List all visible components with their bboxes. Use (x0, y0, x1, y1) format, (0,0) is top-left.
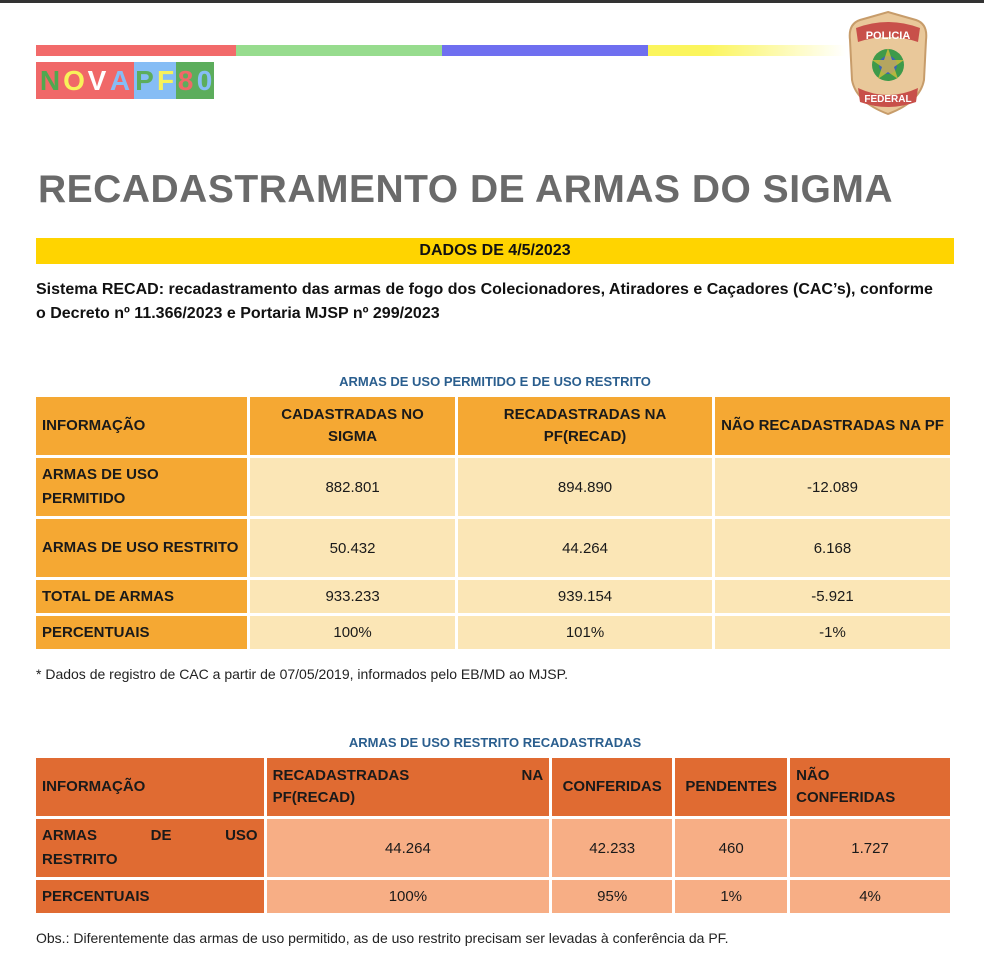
table1-title: ARMAS DE USO PERMITIDO E DE USO RESTRITO (339, 374, 651, 389)
cell-value: -12.089 (714, 458, 950, 516)
svg-text:FEDERAL: FEDERAL (864, 94, 911, 105)
table-row: ARMAS DE USO RESTRITO 44.264 42.233 460 1.… (36, 819, 950, 877)
logo-letter: V (87, 65, 107, 96)
logo-letter: 8 (177, 65, 194, 96)
logo-letter: F (156, 65, 175, 96)
table2-footnote: Obs.: Diferentemente das armas de uso pe… (36, 930, 729, 946)
cell-value: 1.727 (790, 819, 950, 877)
svg-text:POLICIA: POLICIA (866, 30, 911, 42)
cell-value: 4% (790, 880, 950, 913)
policia-federal-badge-icon: POLICIA FEDERAL (848, 10, 928, 116)
row-label: PERCENTUAIS (36, 880, 264, 913)
date-banner: DADOS DE 4/5/2023 (36, 238, 954, 264)
stripe-green (236, 45, 442, 56)
col-header: PENDENTES (675, 758, 788, 816)
table2-title: ARMAS DE USO RESTRITO RECADASTRADAS (348, 735, 642, 750)
col-header: CADASTRADAS NO SIGMA (249, 397, 456, 455)
table-row: ARMAS DE USO PERMITIDO 882.801 894.890 -… (36, 458, 950, 516)
cell-value: 100% (249, 616, 456, 649)
cell-value: 1% (675, 880, 788, 913)
cell-value: 100% (266, 880, 550, 913)
stripe-red (36, 45, 236, 56)
logo-letter: O (63, 65, 85, 96)
table1-footnote: * Dados de registro de CAC a partir de 0… (36, 666, 569, 682)
col-header: INFORMAÇÃO (36, 397, 247, 455)
col-header: NÃO CONFERIDAS (790, 758, 950, 816)
logo-letter: 0 (196, 65, 213, 96)
cell-value: 882.801 (249, 458, 456, 516)
cell-value: 933.233 (249, 580, 456, 613)
table-row: ARMAS DE USO RESTRITO 50.432 44.264 6.16… (36, 519, 950, 577)
logo-letter: P (135, 65, 154, 96)
cell-value: 6.168 (714, 519, 950, 577)
cell-value: -1% (714, 616, 950, 649)
col-header: CONFERIDAS (552, 758, 673, 816)
logo-letter: A (109, 65, 131, 96)
cell-value: 894.890 (458, 458, 712, 516)
table-row: TOTAL DE ARMAS 933.233 939.154 -5.921 (36, 580, 950, 613)
stripe-yellow (648, 45, 846, 56)
cell-value: 101% (458, 616, 712, 649)
col-header: RECADASTRADAS NA PF(RECAD) (458, 397, 712, 455)
row-label: ARMAS DE USO RESTRITO (36, 519, 247, 577)
col-header: NÃO RECADASTRADAS NA PF (714, 397, 950, 455)
table-header-row: INFORMAÇÃO CADASTRADAS NO SIGMA RECADAST… (36, 397, 950, 455)
row-label: ARMAS DE USO PERMITIDO (36, 458, 247, 516)
row-label: PERCENTUAIS (36, 616, 247, 649)
col-header: RECADASTRADAS NA PF(RECAD) (266, 758, 550, 816)
top-border (0, 0, 984, 3)
novapf80-logo: N O V A P F 8 0 (36, 62, 214, 99)
cell-value: 42.233 (552, 819, 673, 877)
row-label: ARMAS DE USO RESTRITO (36, 819, 264, 877)
row-label: TOTAL DE ARMAS (36, 580, 247, 613)
logo-letter: N (39, 65, 61, 96)
cell-value: -5.921 (714, 580, 950, 613)
cell-value: 460 (675, 819, 788, 877)
color-stripe (36, 45, 846, 56)
col-header: INFORMAÇÃO (36, 758, 264, 816)
table-row: PERCENTUAIS 100% 95% 1% 4% (36, 880, 950, 913)
permitted-restricted-table: INFORMAÇÃO CADASTRADAS NO SIGMA RECADAST… (33, 394, 953, 652)
cell-value: 50.432 (249, 519, 456, 577)
page-title: RECADASTRAMENTO DE ARMAS DO SIGMA (38, 168, 894, 211)
stripe-blue (442, 45, 648, 56)
restricted-recadastrated-table: INFORMAÇÃO RECADASTRADAS NA PF(RECAD) CON… (33, 755, 953, 916)
table-row: PERCENTUAIS 100% 101% -1% (36, 616, 950, 649)
intro-text: Sistema RECAD: recadastramento das armas… (36, 281, 933, 322)
cell-value: 95% (552, 880, 673, 913)
cell-value: 939.154 (458, 580, 712, 613)
cell-value: 44.264 (266, 819, 550, 877)
cell-value: 44.264 (458, 519, 712, 577)
table-header-row: INFORMAÇÃO RECADASTRADAS NA PF(RECAD) CON… (36, 758, 950, 816)
